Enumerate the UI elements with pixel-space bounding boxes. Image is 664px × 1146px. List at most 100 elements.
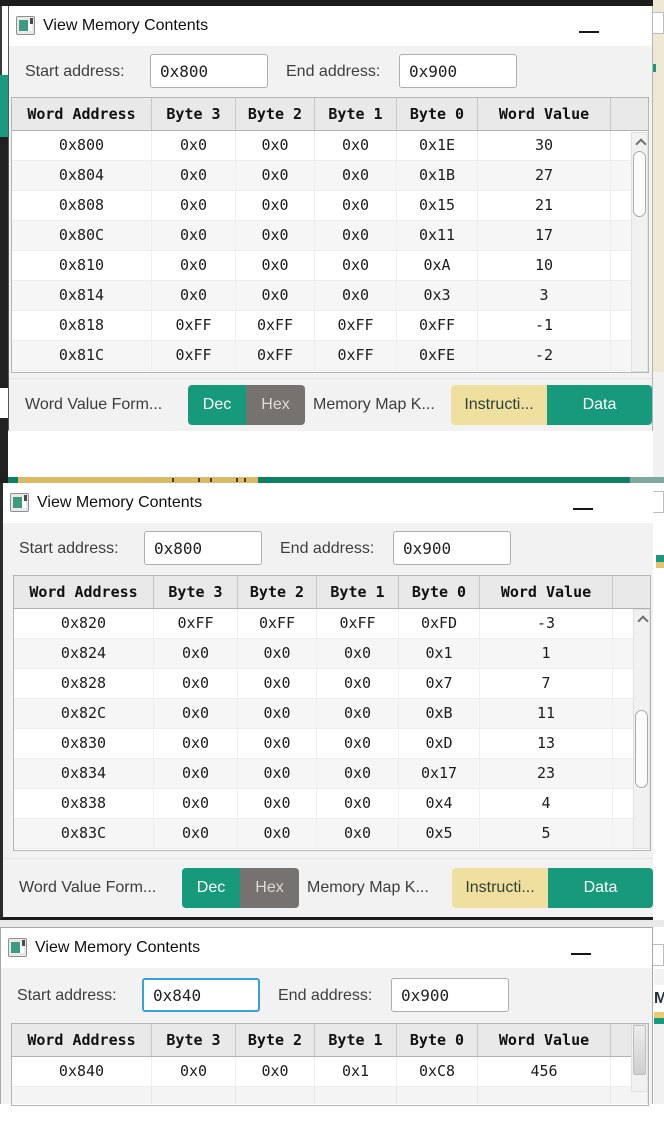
table-row[interactable]: 0x838 0x0 0x0 0x0 0x4 4 xyxy=(14,789,650,819)
table-row[interactable]: 0x820 0xFF 0xFF 0xFF 0xFD -3 xyxy=(14,609,650,639)
titlebar[interactable]: View Memory Contents xyxy=(9,6,652,46)
map-bar-instructions-segment xyxy=(18,477,258,483)
map-bar-tick xyxy=(244,478,246,482)
column-header: Byte 3 xyxy=(154,576,238,608)
start-address-input[interactable] xyxy=(144,531,262,565)
column-header: Word Value xyxy=(478,1024,611,1056)
scrollbar-thumb[interactable] xyxy=(633,1025,646,1075)
vertical-scrollbar[interactable] xyxy=(631,132,648,372)
format-toggle: Dec Hex xyxy=(188,385,305,425)
cell: 0x0 xyxy=(317,789,399,818)
end-address-label: End address: xyxy=(278,987,373,1004)
instructions-key-button[interactable]: Instructi... xyxy=(452,868,548,908)
word-address-cell: 0x838 xyxy=(14,789,154,818)
background-instruction-panel xyxy=(653,0,664,372)
table-row[interactable]: 0x824 0x0 0x0 0x0 0x1 1 xyxy=(14,639,650,669)
table-row[interactable]: 0x818 0xFF 0xFF 0xFF 0xFF -1 xyxy=(12,311,648,341)
cell: 5 xyxy=(480,819,613,848)
cell: 0x0 xyxy=(315,281,397,310)
hex-button[interactable]: Hex xyxy=(240,868,299,908)
table-row[interactable]: 0x810 0x0 0x0 0x0 0xA 10 xyxy=(12,251,648,281)
cell: 0x0 xyxy=(315,131,397,160)
cell: 0x4 xyxy=(399,789,480,818)
cell: 0xFF xyxy=(236,341,315,370)
cell: 0x0 xyxy=(152,221,236,250)
end-address-input[interactable] xyxy=(391,978,509,1012)
cell: 10 xyxy=(478,251,611,280)
table-row[interactable]: 0x840 0x0 0x0 0x1 0xC8 456 xyxy=(12,1057,648,1087)
cell: 0x0 xyxy=(152,1057,236,1086)
cell: 0x0 xyxy=(152,161,236,190)
cell: 0x1 xyxy=(315,1057,397,1086)
table-row[interactable]: 0x81C 0xFF 0xFF 0xFF 0xFE -2 xyxy=(12,341,648,371)
start-address-input[interactable] xyxy=(150,54,268,88)
table-header: Word Address Byte 3 Byte 2 Byte 1 Byte 0 Word… xyxy=(12,98,648,131)
word-address-cell: 0x830 xyxy=(14,729,154,758)
cell: 0x0 xyxy=(154,669,238,698)
scrollbar-thumb[interactable] xyxy=(635,710,648,788)
cell xyxy=(478,1087,611,1104)
cell: 0x0 xyxy=(317,639,399,668)
table-row[interactable]: 0x828 0x0 0x0 0x0 0x7 7 xyxy=(14,669,650,699)
cell: 0x0 xyxy=(317,669,399,698)
table-row[interactable]: 0x80C 0x0 0x0 0x0 0x11 17 xyxy=(12,221,648,251)
cell xyxy=(611,1087,648,1104)
cell: 0x0 xyxy=(154,639,238,668)
column-header: Byte 3 xyxy=(152,1024,236,1056)
end-address-input[interactable] xyxy=(399,54,517,88)
dec-button[interactable]: Dec xyxy=(182,868,240,908)
scroll-up-icon[interactable] xyxy=(638,614,647,623)
table-row[interactable]: 0x800 0x0 0x0 0x0 0x1E 30 xyxy=(12,131,648,161)
cell: 0x0 xyxy=(152,281,236,310)
window-title: View Memory Contents xyxy=(43,17,209,34)
end-address-label: End address: xyxy=(286,63,381,80)
minimize-icon[interactable] xyxy=(573,508,593,510)
data-key-button[interactable]: Data xyxy=(547,385,652,425)
cell: 0x17 xyxy=(399,759,480,788)
cell xyxy=(12,1087,152,1104)
vertical-scrollbar[interactable] xyxy=(633,609,650,849)
minimize-icon[interactable] xyxy=(579,31,599,33)
hex-button[interactable]: Hex xyxy=(246,385,305,425)
cell: 0xFF xyxy=(397,311,478,340)
table-row[interactable]: 0x834 0x0 0x0 0x0 0x17 23 xyxy=(14,759,650,789)
cell: 0xFF xyxy=(152,311,236,340)
cell: 3 xyxy=(478,281,611,310)
cell: 0xD xyxy=(399,729,480,758)
instructions-key-button[interactable]: Instructi... xyxy=(451,385,547,425)
memory-table: Word Address Byte 3 Byte 2 Byte 1 Byte 0 Word… xyxy=(13,575,651,851)
table-row[interactable]: 0x814 0x0 0x0 0x0 0x3 3 xyxy=(12,281,648,311)
cell: 0x0 xyxy=(317,759,399,788)
cell: 0x0 xyxy=(236,281,315,310)
column-header: Word Value xyxy=(478,98,611,130)
table-row[interactable]: 0x830 0x0 0x0 0x0 0xD 13 xyxy=(14,729,650,759)
vertical-scrollbar[interactable] xyxy=(631,1024,648,1092)
cell: 456 xyxy=(478,1057,611,1086)
word-address-cell: 0x824 xyxy=(14,639,154,668)
start-address-input-focused[interactable] xyxy=(142,978,260,1012)
minimize-icon[interactable] xyxy=(571,953,591,955)
column-header: Byte 1 xyxy=(315,98,397,130)
format-toggle: Dec Hex xyxy=(182,868,299,908)
column-header: Byte 2 xyxy=(236,1024,315,1056)
titlebar[interactable]: View Memory Contents xyxy=(1,928,652,968)
titlebar[interactable]: View Memory Contents xyxy=(3,483,653,523)
word-address-cell: 0x814 xyxy=(12,281,152,310)
cell: 0x0 xyxy=(152,251,236,280)
data-key-button[interactable]: Data xyxy=(548,868,653,908)
end-address-input[interactable] xyxy=(393,531,511,565)
table-row[interactable]: 0x83C 0x0 0x0 0x0 0x5 5 xyxy=(14,819,650,849)
table-row[interactable]: 0x82C 0x0 0x0 0x0 0xB 11 xyxy=(14,699,650,729)
table-row[interactable]: 0x808 0x0 0x0 0x0 0x15 21 xyxy=(12,191,648,221)
table-header: Word Address Byte 3 Byte 2 Byte 1 Byte 0 Word… xyxy=(14,576,650,609)
column-header: Byte 1 xyxy=(317,576,399,608)
scroll-up-icon[interactable] xyxy=(636,137,645,146)
table-body: 0x820 0xFF 0xFF 0xFF 0xFD -3 0x824 0x0 0x0 0x0 0x1… xyxy=(14,609,650,849)
table-row[interactable]: 0x804 0x0 0x0 0x0 0x1B 27 xyxy=(12,161,648,191)
scrollbar-thumb[interactable] xyxy=(633,151,646,217)
cell: 0x0 xyxy=(317,819,399,848)
dec-button[interactable]: Dec xyxy=(188,385,246,425)
map-key-legend: Instructi... Data xyxy=(451,385,652,425)
cell: 0x0 xyxy=(315,161,397,190)
